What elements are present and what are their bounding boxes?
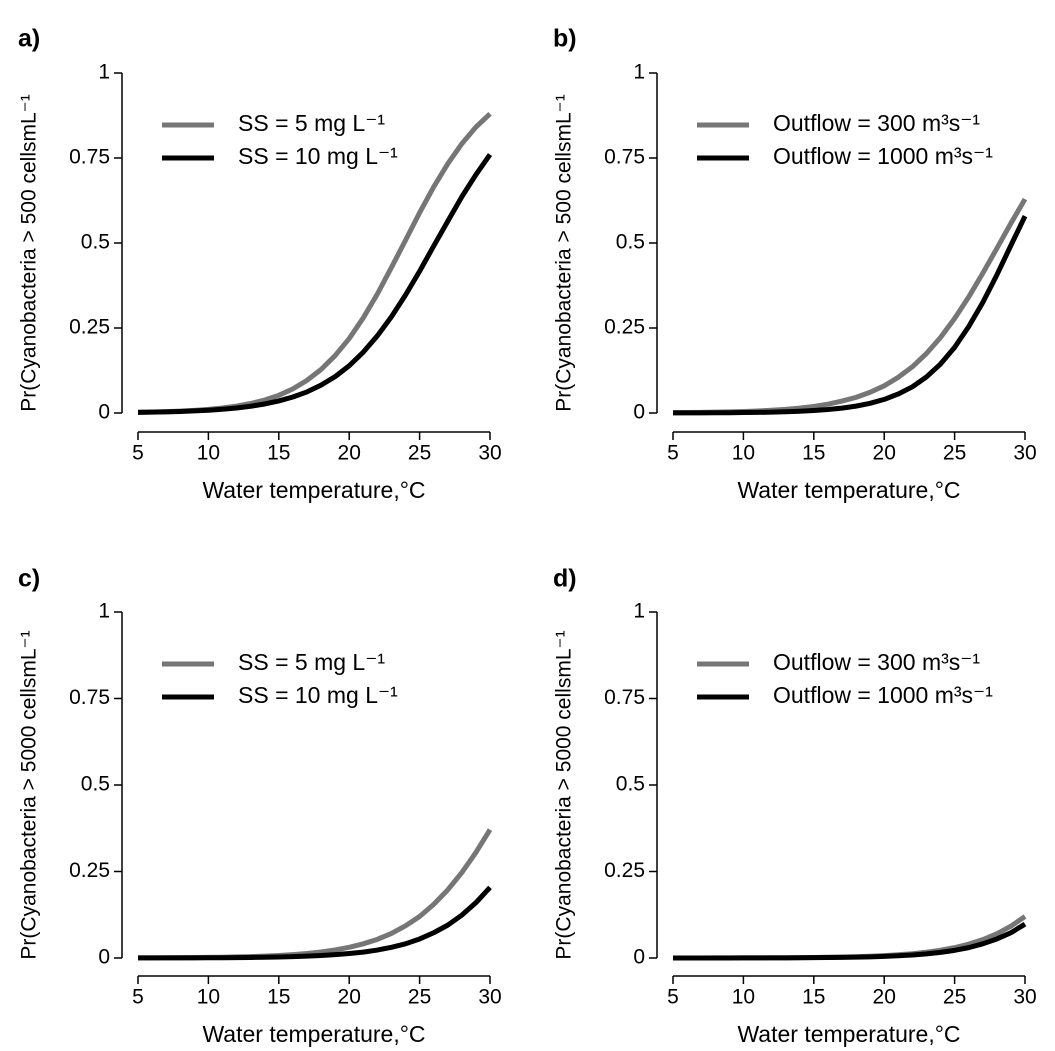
x-tick-label: 15	[802, 986, 825, 1009]
data-line	[672, 215, 1028, 416]
y-tick-label: 0	[98, 401, 110, 424]
panel-label: d)	[553, 565, 577, 593]
x-tick-label: 30	[1013, 986, 1036, 1009]
y-axis-label: Pr(Cyanobacteria > 5000 cellsmL⁻¹	[18, 630, 41, 959]
y-tick-label: 0.25	[69, 859, 110, 882]
x-tick-label: 20	[338, 442, 361, 465]
x-tick-label: 10	[732, 442, 755, 465]
x-tick-label: 25	[943, 442, 966, 465]
panel-label: c)	[18, 565, 40, 593]
x-tick-label: 20	[338, 986, 361, 1009]
legend-label: SS = 5 mg L⁻¹	[238, 110, 385, 136]
x-tick-label: 5	[667, 986, 679, 1009]
data-line	[672, 921, 1027, 961]
x-tick-label: 5	[132, 986, 144, 1009]
y-tick-label: 0.25	[604, 316, 645, 339]
x-tick-label: 30	[478, 442, 501, 465]
x-axis-label: Water temperature,°C	[202, 477, 425, 503]
legend-label: Outflow = 1000 m³s⁻¹	[773, 143, 993, 169]
y-tick-label: 1	[98, 61, 110, 84]
x-tick-label: 20	[873, 442, 896, 465]
data-line	[672, 197, 1028, 416]
y-axis-label: Pr(Cyanobacteria > 5000 cellsmL⁻¹	[553, 630, 576, 959]
legend-label: SS = 10 mg L⁻¹	[238, 143, 398, 169]
x-tick-label: 25	[943, 986, 966, 1009]
y-tick-label: 0.5	[81, 773, 110, 796]
x-axis-label: Water temperature,°C	[202, 1021, 425, 1047]
y-tick-label: 0.75	[604, 146, 645, 169]
y-tick-label: 0	[633, 401, 645, 424]
x-tick-label: 5	[667, 442, 679, 465]
x-tick-label: 20	[873, 986, 896, 1009]
data-line	[673, 914, 1027, 961]
y-tick-label: 0.75	[69, 686, 110, 709]
x-axis-label: Water temperature,°C	[737, 477, 960, 503]
y-tick-label: 0.75	[69, 146, 110, 169]
x-tick-label: 15	[267, 442, 290, 465]
legend-label: SS = 5 mg L⁻¹	[238, 649, 385, 675]
data-line	[137, 153, 493, 415]
y-tick-label: 1	[633, 61, 645, 84]
data-line	[138, 885, 492, 961]
x-axis-label: Water temperature,°C	[737, 1021, 960, 1047]
panel-label: a)	[18, 25, 40, 53]
x-tick-label: 10	[197, 442, 220, 465]
legend-label: Outflow = 1000 m³s⁻¹	[773, 682, 993, 708]
x-tick-label: 15	[802, 442, 825, 465]
x-tick-label: 15	[267, 986, 290, 1009]
x-tick-label: 25	[408, 442, 431, 465]
y-axis-label: Pr(Cyanobacteria > 500 cellsmL⁻¹	[18, 94, 41, 411]
y-tick-label: 0.5	[616, 231, 645, 254]
x-tick-label: 30	[1013, 442, 1036, 465]
y-tick-label: 0.5	[81, 231, 110, 254]
y-tick-label: 0.25	[604, 859, 645, 882]
y-tick-label: 0	[633, 946, 645, 969]
y-tick-label: 0.75	[604, 686, 645, 709]
data-line	[137, 828, 493, 961]
x-tick-label: 30	[478, 986, 501, 1009]
x-tick-label: 25	[408, 986, 431, 1009]
y-tick-label: 0.5	[616, 773, 645, 796]
x-tick-label: 5	[132, 442, 144, 465]
x-tick-label: 10	[732, 986, 755, 1009]
y-tick-label: 1	[98, 600, 110, 623]
legend-label: SS = 10 mg L⁻¹	[238, 682, 398, 708]
panel-label: b)	[553, 25, 577, 53]
y-tick-label: 1	[633, 600, 645, 623]
legend-label: Outflow = 300 m³s⁻¹	[773, 649, 980, 675]
x-tick-label: 10	[197, 986, 220, 1009]
y-tick-label: 0.25	[69, 316, 110, 339]
y-tick-label: 0	[98, 946, 110, 969]
legend-label: Outflow = 300 m³s⁻¹	[773, 110, 980, 136]
y-axis-label: Pr(Cyanobacteria > 500 cellsmL⁻¹	[553, 94, 576, 411]
